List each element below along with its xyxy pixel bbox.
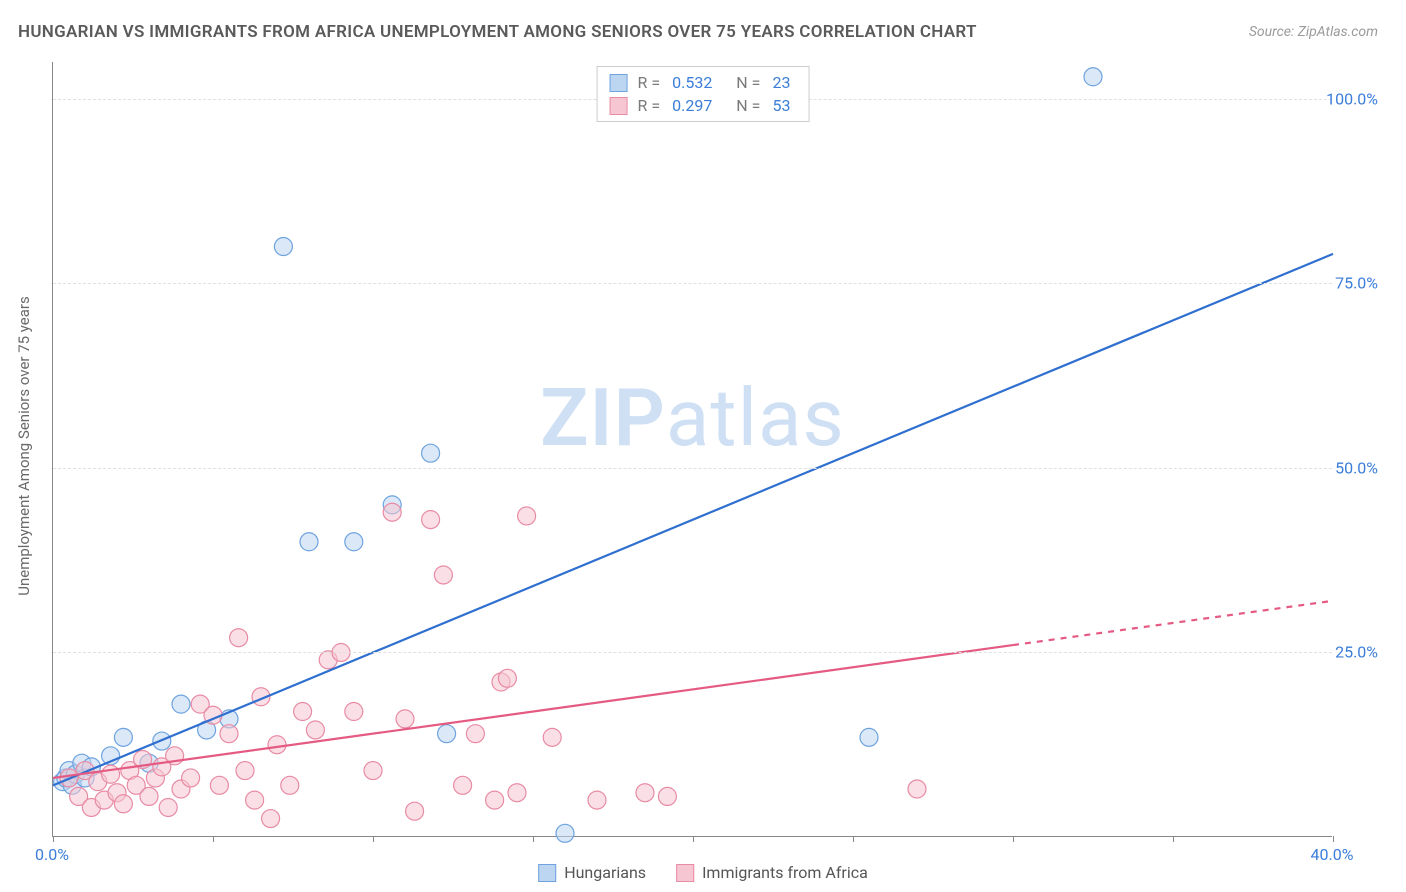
scatter-point <box>268 736 286 754</box>
scatter-point <box>246 791 264 809</box>
scatter-point <box>345 703 363 721</box>
x-tick <box>853 836 854 842</box>
y-tick-label: 100.0% <box>1326 89 1378 108</box>
scatter-point <box>294 703 312 721</box>
y-tick-label: 75.0% <box>1335 274 1378 293</box>
scatter-point <box>588 791 606 809</box>
legend-correlation-row: R = 0.532 N = 23 <box>610 71 797 94</box>
legend-r-value: 0.532 <box>672 73 712 92</box>
scatter-point <box>172 695 190 713</box>
scatter-point <box>454 776 472 794</box>
gridline <box>53 652 1332 653</box>
plot-svg <box>53 62 1332 836</box>
legend-series-label: Hungarians <box>564 863 646 882</box>
scatter-point <box>230 629 248 647</box>
scatter-point <box>182 769 200 787</box>
legend-correlation-row: R = 0.297 N = 53 <box>610 94 797 117</box>
scatter-point <box>908 780 926 798</box>
scatter-point <box>406 802 424 820</box>
scatter-point <box>486 791 504 809</box>
legend-r-value: 0.297 <box>672 96 712 115</box>
scatter-point <box>434 566 452 584</box>
legend-swatch-icon <box>610 74 628 92</box>
legend-n-label: N = <box>728 73 760 92</box>
chart-title: HUNGARIAN VS IMMIGRANTS FROM AFRICA UNEM… <box>18 22 977 42</box>
scatter-point <box>300 533 318 551</box>
x-tick <box>1173 836 1174 842</box>
x-tick <box>693 836 694 842</box>
gridline <box>53 283 1332 284</box>
legend-series-label: Immigrants from Africa <box>702 863 868 882</box>
scatter-point <box>466 725 484 743</box>
legend-swatch-icon <box>610 97 628 115</box>
scatter-point <box>422 444 440 462</box>
scatter-point <box>210 776 228 794</box>
scatter-point <box>262 810 280 828</box>
x-tick <box>213 836 214 842</box>
x-tick <box>1333 836 1334 842</box>
gridline <box>53 468 1332 469</box>
legend-series-item: Immigrants from Africa <box>676 863 868 882</box>
correlation-chart: HUNGARIAN VS IMMIGRANTS FROM AFRICA UNEM… <box>0 0 1406 892</box>
scatter-point <box>543 728 561 746</box>
y-tick-label: 50.0% <box>1335 458 1378 477</box>
legend-correlation: R = 0.532 N = 23 R = 0.297 N = 53 <box>597 66 810 122</box>
scatter-point <box>396 710 414 728</box>
scatter-point <box>345 533 363 551</box>
scatter-point <box>498 669 516 687</box>
x-tick-label: 40.0% <box>1311 845 1354 864</box>
legend-n-label: N = <box>728 96 760 115</box>
scatter-point <box>102 765 120 783</box>
scatter-point <box>220 725 238 743</box>
y-axis-label: Unemployment Among Seniors over 75 years <box>15 296 33 595</box>
scatter-point <box>114 728 132 746</box>
scatter-point <box>114 795 132 813</box>
scatter-point <box>281 776 299 794</box>
scatter-point <box>236 762 254 780</box>
legend-n-value: 23 <box>772 73 790 92</box>
scatter-point <box>556 824 574 842</box>
scatter-point <box>140 787 158 805</box>
x-tick <box>533 836 534 842</box>
trend-line-dashed <box>1013 601 1333 645</box>
legend-series-item: Hungarians <box>538 863 646 882</box>
legend-series: Hungarians Immigrants from Africa <box>538 863 868 882</box>
legend-swatch-icon <box>676 864 694 882</box>
y-tick-label: 25.0% <box>1335 643 1378 662</box>
trend-line <box>53 254 1333 785</box>
chart-source: Source: ZipAtlas.com <box>1249 24 1378 40</box>
plot-area: ZIPatlas <box>52 62 1332 837</box>
legend-n-value: 53 <box>772 96 790 115</box>
legend-swatch-icon <box>538 864 556 882</box>
scatter-point <box>306 721 324 739</box>
scatter-point <box>658 787 676 805</box>
scatter-point <box>508 784 526 802</box>
scatter-point <box>422 511 440 529</box>
scatter-point <box>438 725 456 743</box>
scatter-point <box>860 728 878 746</box>
scatter-point <box>1084 68 1102 86</box>
scatter-point <box>518 507 536 525</box>
x-tick-label: 0.0% <box>35 845 69 864</box>
legend-r-label: R = <box>638 73 661 92</box>
x-tick <box>373 836 374 842</box>
scatter-point <box>383 503 401 521</box>
scatter-point <box>636 784 654 802</box>
legend-r-label: R = <box>638 96 661 115</box>
scatter-point <box>274 238 292 256</box>
x-tick <box>1013 836 1014 842</box>
scatter-point <box>364 762 382 780</box>
scatter-point <box>159 798 177 816</box>
x-tick <box>53 836 54 842</box>
